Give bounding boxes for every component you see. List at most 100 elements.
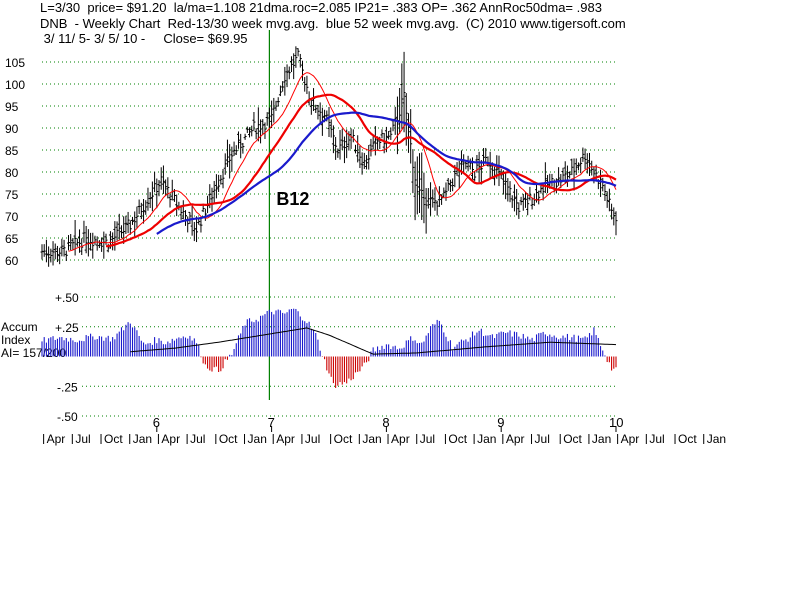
- month-label: Oct: [334, 432, 353, 446]
- year-label: 6: [153, 415, 160, 430]
- price-bar: [69, 234, 73, 251]
- price-bar: [232, 141, 236, 156]
- price-bar: [91, 232, 95, 259]
- month-label: Jul: [305, 432, 320, 446]
- price-bar: [523, 191, 527, 208]
- price-bar: [371, 136, 375, 150]
- price-bar: [126, 211, 130, 234]
- price-bar: [71, 237, 75, 250]
- price-bar: [398, 87, 402, 134]
- accum-y-tick-label: -.50: [57, 410, 78, 424]
- price-bar: [166, 177, 170, 199]
- price-bar: [588, 152, 592, 177]
- price-bar: [188, 211, 192, 225]
- price-bar: [42, 244, 46, 257]
- price-bar: [243, 133, 247, 140]
- price-bar: [234, 145, 238, 155]
- price-bar: [210, 187, 214, 212]
- price-y-tick-label: 70: [5, 210, 19, 224]
- price-bar: [431, 189, 435, 208]
- price-bar: [170, 179, 174, 201]
- month-label: Apr: [47, 432, 66, 446]
- price-bar: [203, 208, 207, 221]
- price-bar: [305, 75, 309, 95]
- price-bar: [58, 247, 62, 265]
- price-bar: [179, 205, 183, 220]
- accum-signal-line: [130, 327, 617, 355]
- price-bar: [561, 167, 565, 181]
- price-bar: [250, 125, 254, 137]
- price-bar: [53, 243, 57, 260]
- price-bar: [426, 188, 430, 209]
- month-label: Jan: [248, 432, 267, 446]
- price-bar: [113, 221, 117, 251]
- accum-y-tick-label: +.25: [55, 321, 79, 335]
- month-label: Jan: [592, 432, 611, 446]
- price-bar: [457, 160, 461, 189]
- price-bar: [541, 186, 545, 201]
- price-bar: [78, 229, 82, 253]
- header-line-1: L=3/30 price= $91.20 la/ma=1.108 21dma.r…: [40, 0, 602, 15]
- price-bar: [501, 170, 505, 195]
- moving-average-layer: [68, 72, 617, 252]
- price-bar: [437, 186, 441, 208]
- price-bar: [119, 225, 123, 239]
- price-bar: [84, 225, 88, 254]
- price-y-tick-label: 105: [5, 56, 25, 70]
- price-bar: [424, 188, 428, 234]
- price-bar: [146, 187, 150, 211]
- price-bar: [415, 156, 419, 215]
- price-bar: [579, 157, 583, 174]
- price-bar: [223, 153, 227, 175]
- price-bar: [395, 96, 399, 155]
- price-bar: [422, 172, 426, 224]
- price-bar: [164, 179, 168, 197]
- price-bar: [331, 125, 335, 154]
- price-bar: [131, 216, 135, 225]
- month-label: Jan: [707, 432, 726, 446]
- price-bar: [111, 232, 115, 251]
- price-bar: [607, 188, 611, 212]
- price-bar: [287, 66, 291, 80]
- price-bar: [497, 155, 501, 187]
- month-label: Apr: [276, 432, 295, 446]
- price-bar: [285, 64, 289, 88]
- price-bar: [157, 180, 161, 197]
- price-bar: [342, 136, 346, 164]
- price-bar: [148, 192, 152, 209]
- price-bar: [47, 246, 51, 267]
- price-bar: [466, 155, 470, 172]
- price-bar: [62, 239, 66, 257]
- price-bar: [508, 181, 512, 203]
- price-bar: [115, 221, 119, 241]
- price-bar: [349, 128, 353, 149]
- price-bar: [49, 248, 53, 263]
- price-bar: [353, 144, 357, 154]
- price-bar: [413, 161, 417, 221]
- price-y-tick-label: 60: [5, 254, 19, 268]
- price-bar: [435, 200, 439, 216]
- price-bar: [583, 148, 587, 170]
- year-label: 10: [609, 415, 623, 430]
- price-bar: [153, 171, 157, 193]
- price-bar: [521, 193, 525, 211]
- price-bar: [272, 97, 276, 123]
- price-bar: [594, 164, 598, 182]
- price-bar: [576, 162, 580, 171]
- price-bar: [267, 107, 271, 130]
- price-y-tick-label: 95: [5, 100, 19, 114]
- price-bar: [219, 174, 223, 185]
- price-bar: [338, 130, 342, 160]
- price-bar: [93, 235, 97, 245]
- price-bar: [565, 165, 569, 187]
- month-label: Oct: [448, 432, 467, 446]
- header-line-3: 3/ 11/ 5- 3/ 5/ 10 - Close= $69.95: [40, 31, 248, 46]
- price-bar: [446, 177, 450, 191]
- price-bar: [236, 131, 240, 149]
- price-bar: [614, 211, 618, 236]
- price-bar: [345, 129, 349, 159]
- month-label: Oct: [104, 432, 123, 446]
- price-bar: [351, 129, 355, 143]
- price-bar: [230, 146, 234, 172]
- index-label: Index: [1, 333, 31, 347]
